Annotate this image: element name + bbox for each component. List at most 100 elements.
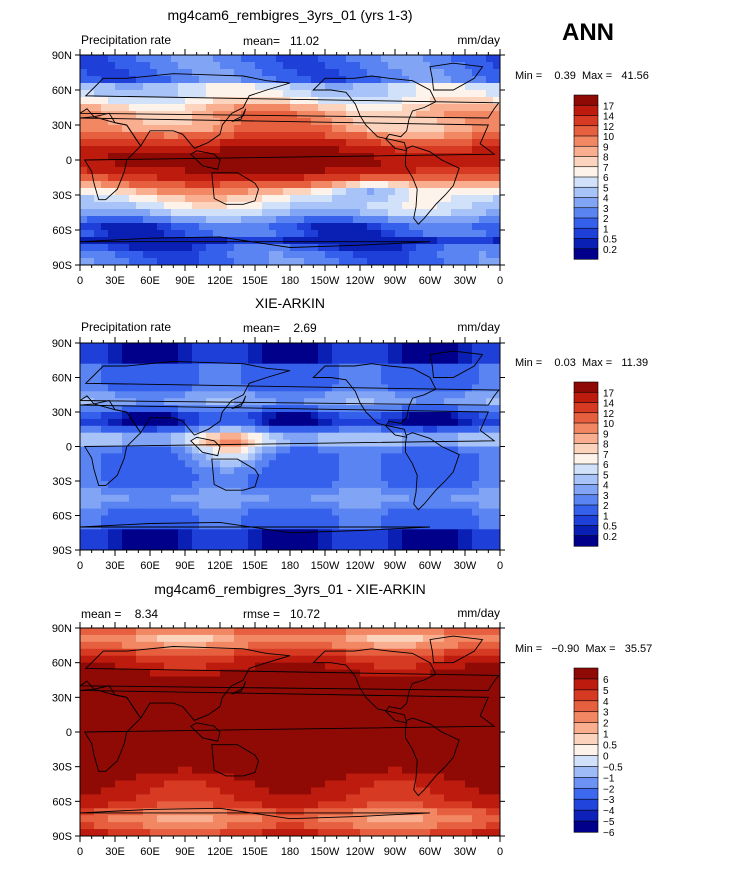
field-cell [311,202,319,210]
field-cell [87,62,95,70]
field-cell [311,467,319,475]
field-cell [416,223,424,231]
field-cell [276,419,284,427]
field-cell [164,536,172,544]
field-cell [493,628,501,636]
field-cell [290,683,298,691]
field-cell [164,76,172,84]
field-cell [353,76,361,84]
field-cell [164,628,172,636]
field-cell [220,529,228,537]
field-cell [129,69,137,77]
field-cell [339,412,347,420]
field-cell [353,453,361,461]
field-cell [143,202,151,210]
field-cell [416,230,424,238]
field-cell [143,223,151,231]
field-cell [178,97,186,105]
field-cell [332,237,340,245]
panel-mean-label: mean= 2.69 [243,321,317,335]
field-cell [458,357,466,365]
field-cell [444,502,452,510]
field-cell [185,174,193,182]
field-cell [444,146,452,154]
field-cell [297,97,305,105]
field-cell [388,509,396,516]
field-cell [80,488,88,496]
field-cell [150,460,158,468]
field-cell [129,216,137,224]
field-cell [367,90,375,98]
field-cell [381,412,389,420]
field-cell [458,216,466,224]
field-cell [157,132,165,140]
field-cell [164,378,172,386]
field-cell [87,125,95,133]
field-cell [367,649,375,657]
field-cell [416,76,424,84]
field-cell [122,495,130,503]
field-cell [381,202,389,210]
field-cell [269,174,277,182]
field-cell [101,258,109,266]
field-cell [108,391,116,399]
field-cell [136,460,144,468]
field-cell [297,649,305,657]
field-cell [80,440,88,448]
field-cell [409,244,417,252]
field-cell [227,649,235,657]
field-cell [367,697,375,705]
field-cell [339,543,347,551]
field-cell [346,732,354,740]
field-cell [234,83,242,91]
field-cell [472,488,480,496]
field-cell [213,209,221,217]
field-cell [283,146,291,154]
field-cell [381,230,389,238]
field-cell [122,683,130,691]
field-cell [409,97,417,105]
field-cell [402,460,410,468]
field-cell [262,543,270,551]
field-cell [423,76,431,84]
field-cell [241,343,249,351]
field-cell [325,69,333,77]
field-cell [402,83,410,91]
field-cell [381,663,389,671]
field-cell [353,642,361,650]
field-cell [192,357,200,365]
field-cell [444,663,452,671]
colorbar-swatch [574,515,598,526]
field-cell [416,69,424,77]
field-cell [346,258,354,266]
field-cell [486,635,494,643]
field-cell [227,139,235,147]
field-cell [395,732,403,740]
field-cell [80,146,88,154]
field-cell [472,384,480,392]
field-cell [486,502,494,510]
field-cell [143,635,151,643]
field-cell [234,502,242,510]
field-cell [325,62,333,70]
field-cell [430,739,438,747]
field-cell [136,467,144,475]
field-cell [437,104,445,112]
field-cell [493,711,501,719]
field-cell [150,704,158,712]
field-cell [486,509,494,516]
field-cell [395,746,403,754]
field-cell [108,174,116,182]
field-cell [101,711,109,719]
field-cell [80,153,88,161]
field-cell [297,244,305,252]
field-cell [248,223,256,231]
field-cell [318,670,326,678]
field-cell [220,216,228,224]
field-cell [465,223,473,231]
field-cell [423,62,431,70]
field-cell [143,677,151,685]
field-cell [122,343,130,351]
field-cell [332,628,340,636]
field-cell [304,495,312,503]
